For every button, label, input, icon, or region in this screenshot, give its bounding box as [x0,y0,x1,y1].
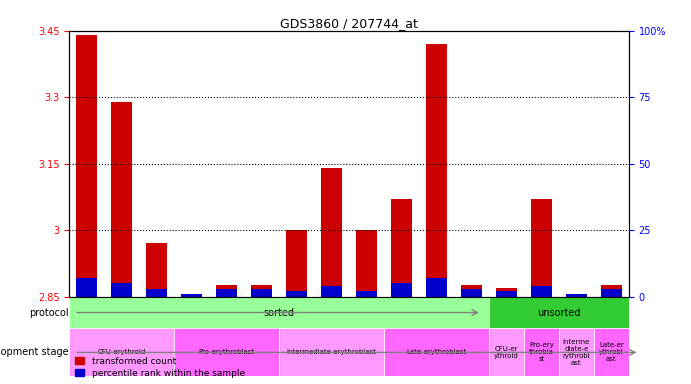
FancyBboxPatch shape [69,328,174,376]
Text: Late-er
ythrobl
ast: Late-er ythrobl ast [599,343,624,362]
Bar [461,289,482,296]
Text: Pro-erythroblast: Pro-erythroblast [198,349,254,356]
Bar [496,288,517,296]
FancyBboxPatch shape [489,328,524,376]
FancyBboxPatch shape [384,328,489,376]
Text: development stage: development stage [0,348,69,358]
Text: CFU-er
ythroid: CFU-er ythroid [494,346,519,359]
Bar [251,285,272,296]
FancyBboxPatch shape [489,296,629,328]
Bar [111,102,132,296]
FancyBboxPatch shape [279,328,384,376]
FancyBboxPatch shape [69,296,489,328]
Text: sorted: sorted [263,308,294,318]
Bar [426,44,447,296]
Bar [531,199,552,296]
FancyBboxPatch shape [559,328,594,376]
Text: unsorted: unsorted [537,308,580,318]
Text: Interme
diate-e
rythrobl
ast: Interme diate-e rythrobl ast [562,339,590,366]
Text: Late-erythroblast: Late-erythroblast [406,349,466,356]
Bar [216,285,237,296]
Bar [111,283,132,296]
Bar [321,286,342,296]
Bar [146,243,167,296]
Bar [76,278,97,296]
Bar [391,199,412,296]
Title: GDS3860 / 207744_at: GDS3860 / 207744_at [280,17,418,30]
Bar [251,289,272,296]
Bar [286,230,307,296]
Text: protocol: protocol [30,308,69,318]
Bar [601,289,622,296]
Bar [356,291,377,296]
Bar [76,35,97,296]
FancyBboxPatch shape [524,328,559,376]
Bar [356,230,377,296]
Text: Pro-ery
throbla
st: Pro-ery throbla st [529,343,553,362]
Bar [146,289,167,296]
Bar [181,295,202,296]
Legend: transformed count, percentile rank within the sample: transformed count, percentile rank withi… [74,355,247,379]
Bar [426,278,447,296]
Bar [566,294,587,296]
Bar [216,289,237,296]
Text: Intermediate-erythroblast: Intermediate-erythroblast [287,349,377,356]
Bar [461,285,482,296]
Bar [601,285,622,296]
Bar [531,286,552,296]
FancyBboxPatch shape [594,328,629,376]
Bar [286,291,307,296]
FancyBboxPatch shape [174,328,279,376]
Bar [321,168,342,296]
Bar [566,295,587,296]
Bar [181,294,202,296]
Text: CFU-erythroid: CFU-erythroid [97,349,146,356]
Bar [391,283,412,296]
Bar [496,291,517,296]
